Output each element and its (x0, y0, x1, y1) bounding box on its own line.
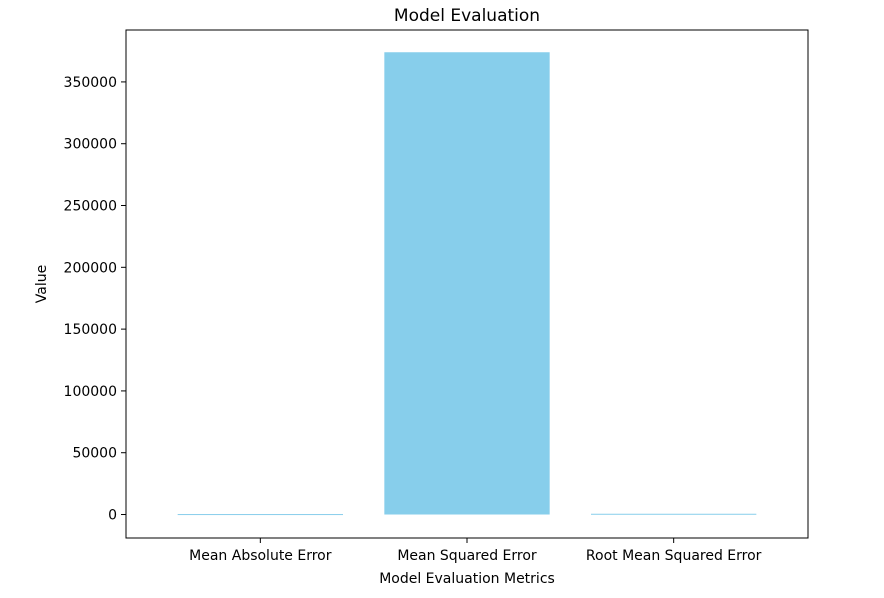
bar-2 (384, 52, 550, 515)
x-tick-label: Mean Absolute Error (189, 548, 332, 564)
y-tick-label: 200000 (64, 260, 117, 276)
y-axis-label: Value (34, 265, 50, 303)
x-axis-label: Model Evaluation Metrics (379, 571, 555, 587)
y-axis: 0 50000 100000 150000 200000 250000 300000 3500… (64, 75, 126, 524)
y-tick-label: 300000 (64, 137, 117, 153)
bars-group (177, 52, 757, 516)
y-tick-label: 0 (108, 508, 117, 524)
x-tick-label: Root Mean Squared Error (586, 548, 762, 564)
y-tick-label: 100000 (64, 384, 117, 400)
y-tick-label: 150000 (64, 322, 117, 338)
x-axis: Mean Absolute Error Mean Squared Error Roo… (189, 538, 762, 564)
y-tick-label: 50000 (72, 446, 117, 462)
plot-frame (125, 29, 809, 539)
x-tick-label: Mean Squared Error (397, 548, 537, 564)
bar-3 (591, 513, 757, 515)
bar-1 (177, 514, 343, 516)
y-tick-label: 250000 (64, 199, 117, 215)
y-tick-label: 350000 (64, 75, 117, 91)
chart-title: Model Evaluation (394, 6, 540, 26)
